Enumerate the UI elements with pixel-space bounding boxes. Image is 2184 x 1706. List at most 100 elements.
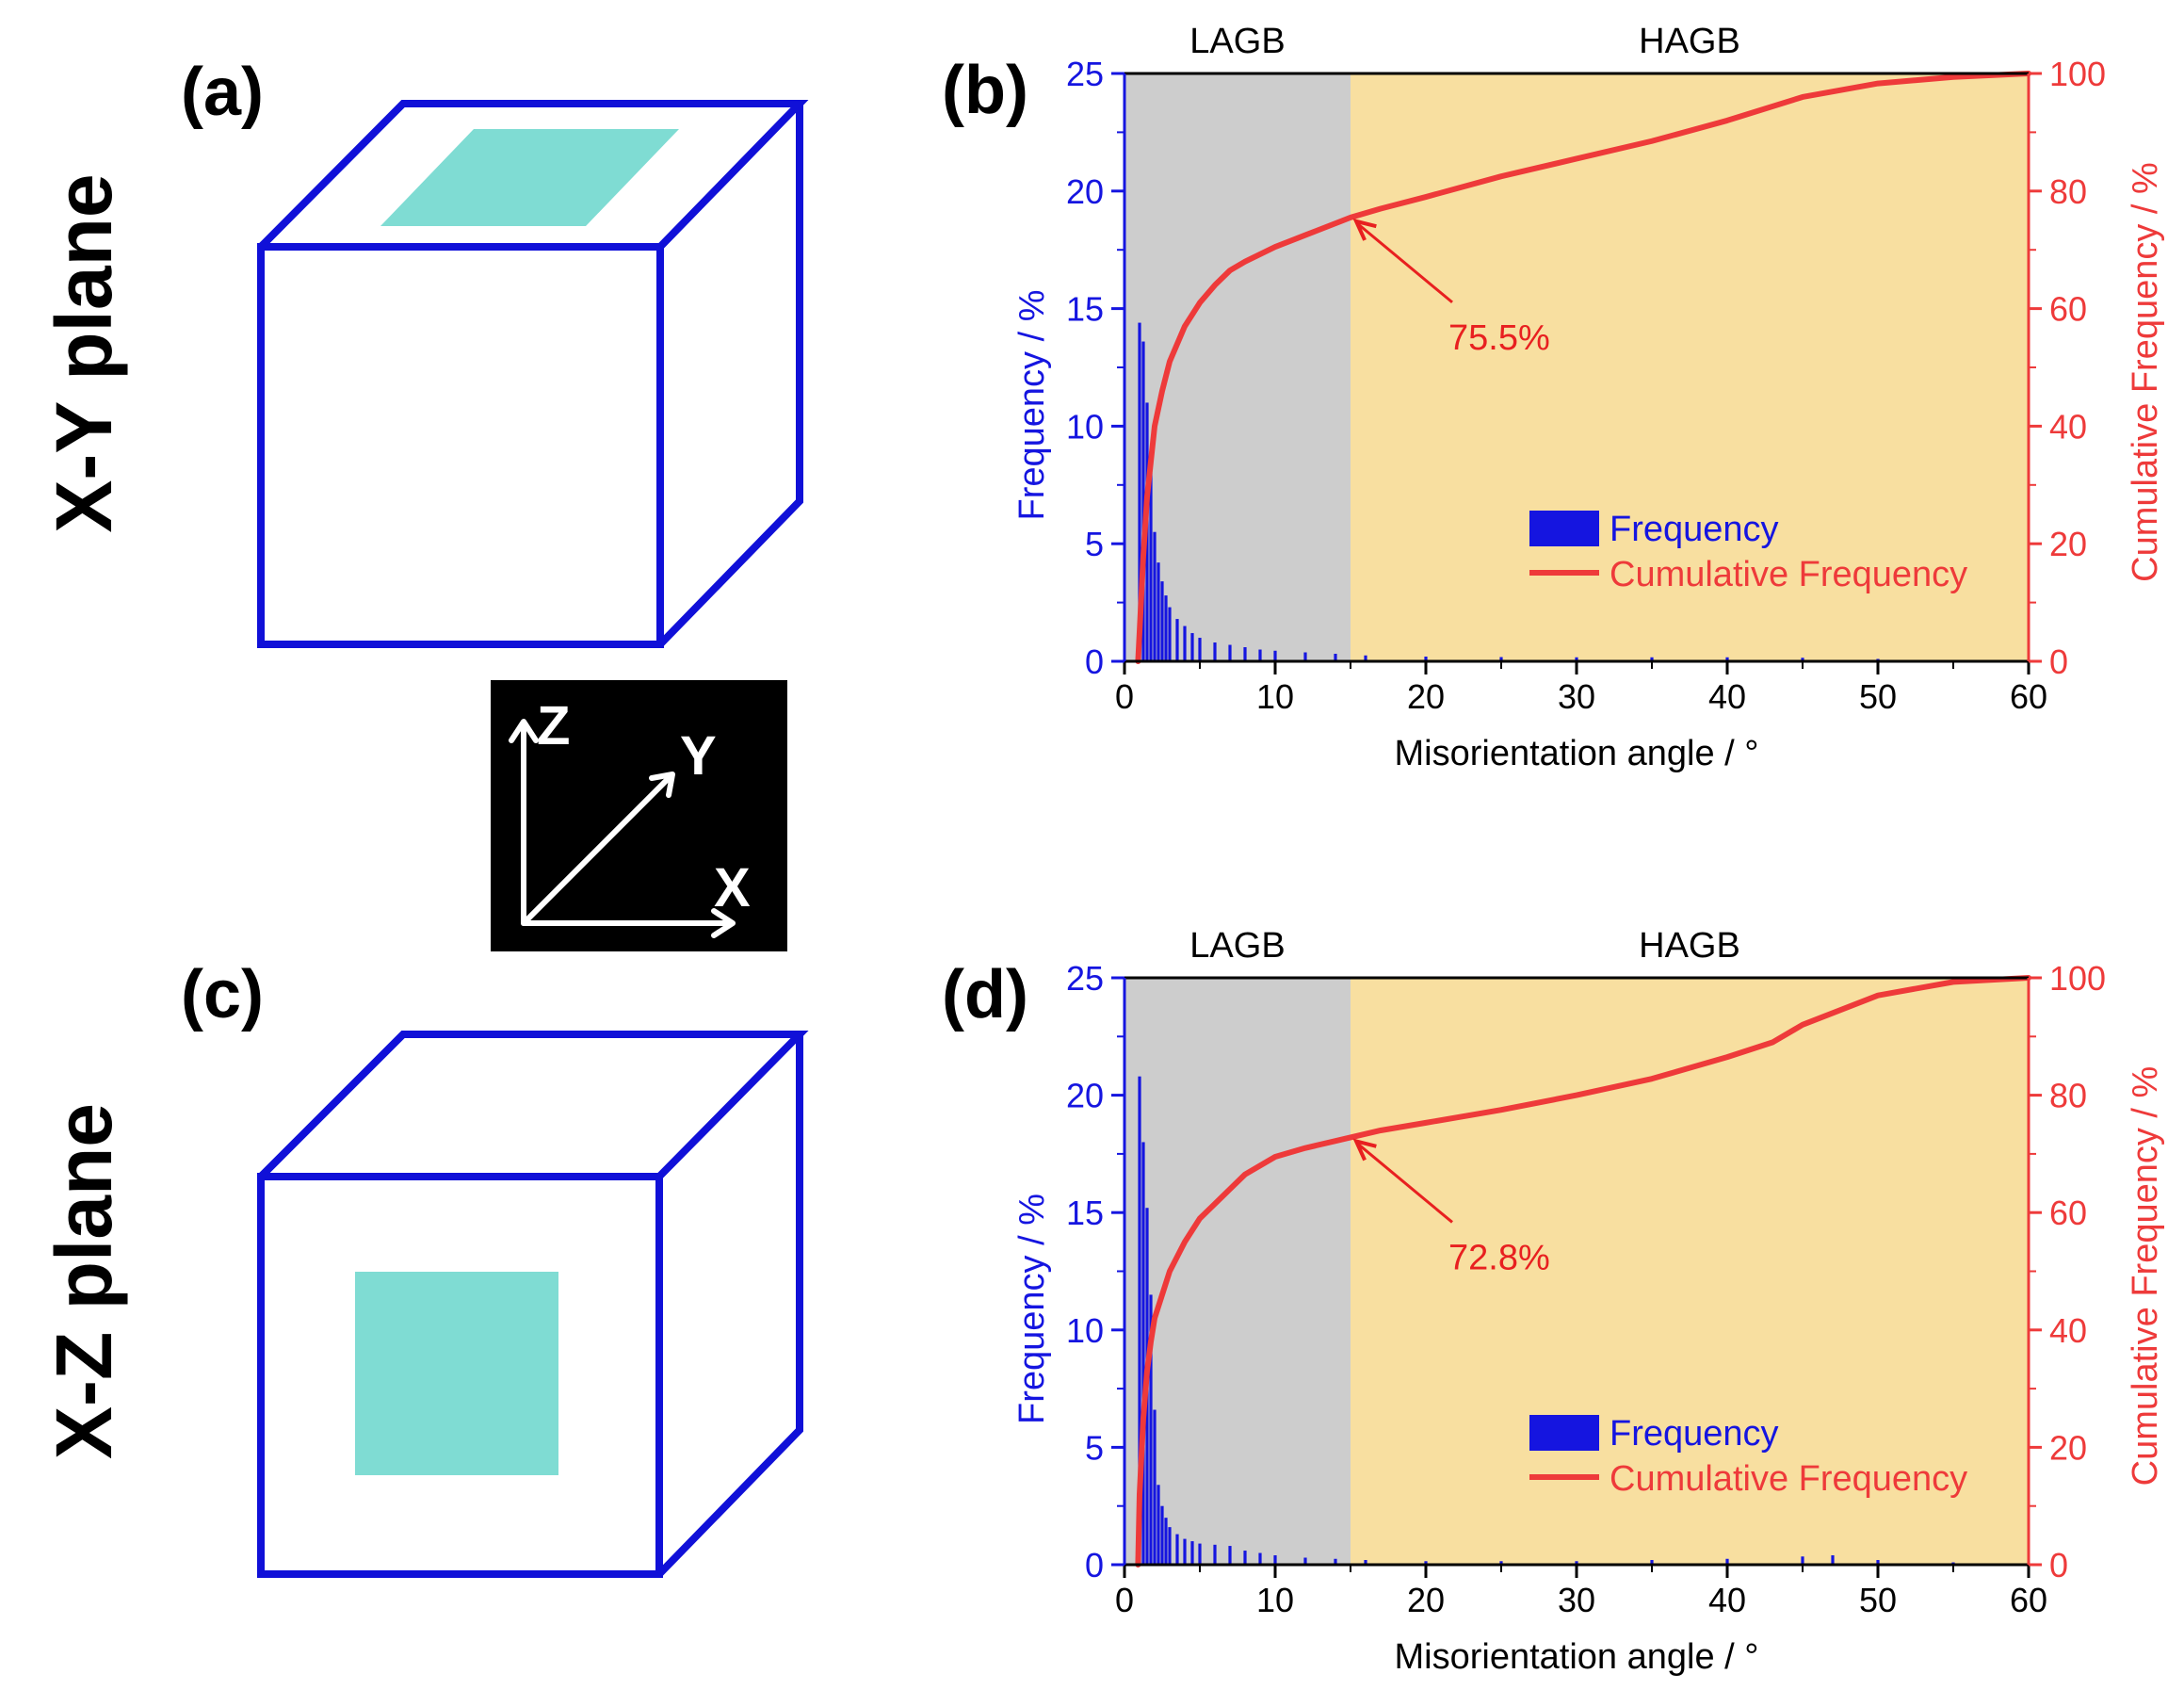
left-y-tick-label: 0 xyxy=(1085,642,1104,681)
z-axis-label: Z xyxy=(537,695,570,756)
right-y-axis-title: Cumulative Frequency / % xyxy=(2126,1066,2165,1487)
legend-frequency-label: Frequency xyxy=(1610,1414,1779,1454)
left-y-tick-label: 15 xyxy=(1066,290,1104,329)
x-axis-label: X xyxy=(714,857,751,918)
x-tick-label: 60 xyxy=(2010,1581,2047,1619)
x-tick-label: 50 xyxy=(1859,1581,1897,1619)
x-axis-title: Misorientation angle / ° xyxy=(1395,734,1759,773)
frequency-bar xyxy=(1499,657,1503,661)
cumulative-frequency-line xyxy=(1135,975,2031,1568)
lagb-region xyxy=(1124,73,1351,661)
x-tick-label: 0 xyxy=(1115,677,1134,716)
lagb-region xyxy=(1124,978,1351,1565)
frequency-bar xyxy=(1424,1561,1428,1565)
frequency-bar xyxy=(1157,562,1160,661)
frequency-bar xyxy=(1141,341,1145,661)
cube-c-top-face xyxy=(258,1031,809,1179)
frequency-bar xyxy=(1190,1541,1194,1565)
left-y-tick-label: 15 xyxy=(1066,1194,1104,1232)
hagb-region xyxy=(1351,978,2029,1565)
coordinate-axes-icon: Z Y X xyxy=(491,680,787,951)
right-y-tick-label: 80 xyxy=(2049,1077,2087,1115)
frequency-bar xyxy=(1725,1558,1729,1565)
x-tick-label: 60 xyxy=(2010,677,2047,716)
cube-a xyxy=(257,100,809,648)
right-y-tick-label: 100 xyxy=(2049,959,2106,998)
frequency-bar xyxy=(1213,1544,1217,1565)
frequency-bar xyxy=(1725,657,1729,661)
x-tick-label: 10 xyxy=(1256,677,1294,716)
frequency-bar xyxy=(1831,1555,1835,1565)
frequency-bar xyxy=(1575,1561,1578,1565)
frequency-bar xyxy=(1190,633,1194,661)
cube-c xyxy=(257,1031,809,1578)
frequency-bar xyxy=(1499,1561,1503,1565)
right-y-tick-label: 100 xyxy=(2049,55,2106,93)
frequency-bar xyxy=(1258,1552,1262,1565)
hagb-label: HAGB xyxy=(1639,926,1740,966)
frequency-bar xyxy=(1424,657,1428,661)
panel-label: (b) xyxy=(942,53,1028,128)
x-tick-label: 0 xyxy=(1115,1581,1134,1619)
hagb-label: HAGB xyxy=(1639,22,1740,61)
frequency-bar xyxy=(1149,1294,1153,1565)
right-y-tick-label: 80 xyxy=(2049,172,2087,211)
panel-c-label: (c) xyxy=(181,957,264,1032)
frequency-bar xyxy=(1364,1560,1367,1565)
frequency-bar xyxy=(1575,657,1578,661)
left-y-tick-label: 25 xyxy=(1066,55,1104,93)
legend-cumulative-label: Cumulative Frequency xyxy=(1610,555,1967,594)
y-arrow-head xyxy=(649,772,675,798)
legend-frequency-swatch xyxy=(1529,1415,1599,1451)
x-tick-label: 40 xyxy=(1708,677,1746,716)
frequency-bar xyxy=(1198,638,1202,661)
panel-label: (d) xyxy=(942,957,1028,1032)
x-tick-label: 40 xyxy=(1708,1581,1746,1619)
left-y-tick-label: 10 xyxy=(1066,1311,1104,1350)
annotation-label: 75.5% xyxy=(1448,318,1550,358)
lagb-label: LAGB xyxy=(1189,22,1285,61)
x-tick-label: 20 xyxy=(1407,1581,1445,1619)
frequency-bar xyxy=(1801,1556,1804,1565)
xy-plane-highlight xyxy=(380,129,679,226)
right-y-tick-label: 60 xyxy=(2049,290,2087,329)
legend-frequency-swatch xyxy=(1529,511,1599,546)
frequency-bar xyxy=(1334,654,1337,661)
frequency-bar xyxy=(1650,1560,1654,1565)
frequency-bar xyxy=(1334,1558,1337,1565)
x-tick-label: 50 xyxy=(1859,677,1897,716)
left-y-axis-title: Frequency / % xyxy=(1012,1194,1052,1424)
frequency-bar xyxy=(1273,1555,1277,1565)
annotation-label: 72.8% xyxy=(1448,1238,1550,1277)
panel-a: (a) X-Y plane xyxy=(40,55,809,648)
x-axis-title: Misorientation angle / ° xyxy=(1395,1637,1759,1677)
annotation-arrow-head xyxy=(1352,1138,1377,1162)
right-y-tick-label: 40 xyxy=(2049,407,2087,446)
frequency-bar xyxy=(1183,1538,1187,1565)
cube-a-side-face xyxy=(657,104,803,647)
annotation-arrow-head xyxy=(1352,218,1377,241)
x-tick-label: 30 xyxy=(1558,677,1595,716)
plane-title-xy: X-Y plane xyxy=(40,173,128,532)
x-tick-label: 30 xyxy=(1558,1581,1595,1619)
frequency-bar xyxy=(1303,652,1307,661)
cube-c-front-face xyxy=(257,1173,663,1578)
x-arrow-head xyxy=(711,908,736,938)
frequency-bar xyxy=(1273,650,1277,661)
frequency-bar xyxy=(1228,644,1232,661)
plane-title-xz: X-Z plane xyxy=(40,1103,128,1459)
right-y-axis-title: Cumulative Frequency / % xyxy=(2126,162,2165,582)
frequency-bar xyxy=(1157,1485,1160,1565)
x-tick-label: 20 xyxy=(1407,677,1445,716)
frequency-bar xyxy=(1228,1546,1232,1565)
cumulative-frequency-line xyxy=(1135,71,2031,664)
legend-cumulative-label: Cumulative Frequency xyxy=(1610,1459,1967,1499)
cube-a-front-face xyxy=(257,243,664,648)
hagb-region xyxy=(1351,73,2029,661)
y-axis-arrow xyxy=(521,773,673,926)
cube-c-side-face xyxy=(656,1034,803,1577)
frequency-bar xyxy=(1153,531,1157,661)
